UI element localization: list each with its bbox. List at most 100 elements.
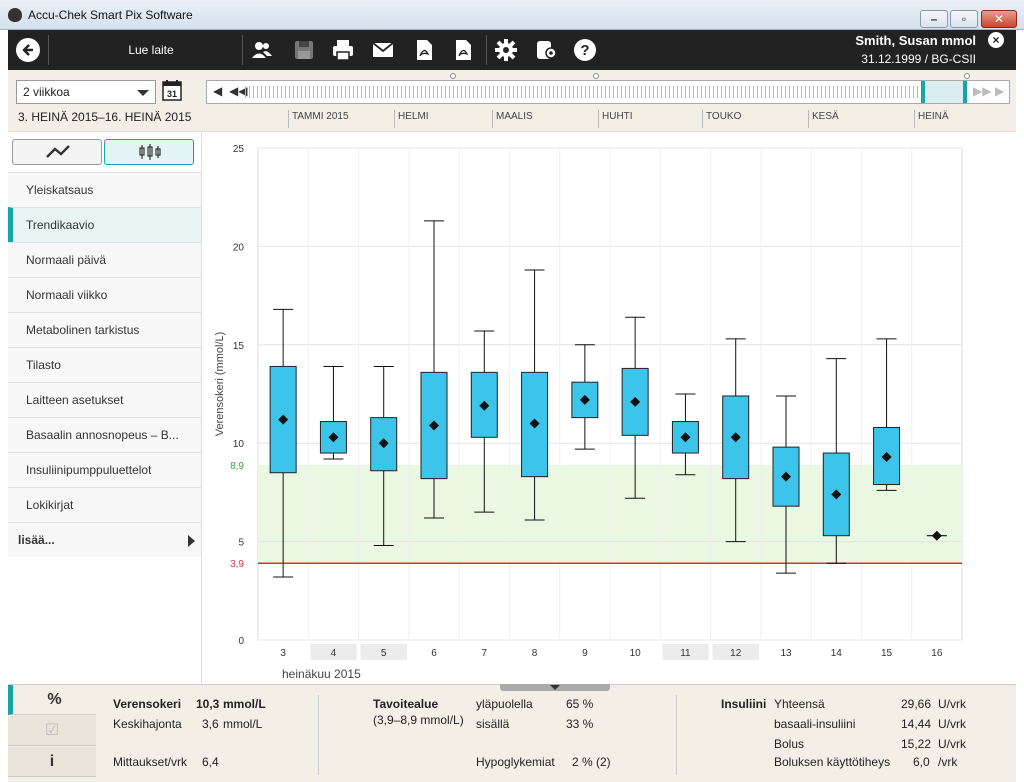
window-close-button[interactable]: ✕ (981, 10, 1017, 28)
line-chart-icon (46, 145, 70, 158)
nav-item[interactable]: Basaalin annosnopeus – B... (8, 417, 201, 452)
target-range: (3,9–8,9 mmol/L) (373, 713, 464, 727)
sd-value: 3,6 (202, 717, 219, 731)
timeline-scrubber[interactable]: ◀ ◀◀ ▶▶ ▶ (206, 73, 1010, 104)
median-marker (378, 438, 389, 449)
maximize-button[interactable]: ▫ (950, 10, 978, 28)
x-tick-label: 5 (381, 648, 387, 659)
x-axis-label: heinäkuu 2015 (282, 667, 361, 681)
tab-percent[interactable]: % (8, 685, 96, 715)
nav-item[interactable]: Normaali viikko (8, 277, 201, 312)
date-selection-bar: 2 viikkoa 31 3. HEINÄ 2015–16. HEINÄ 201… (8, 70, 1016, 132)
nav-item[interactable]: Tilasto (8, 347, 201, 382)
timeline-marker-icon (450, 73, 456, 79)
box-iqr (822, 452, 850, 537)
nav-more-label: lisää... (18, 533, 55, 547)
timeline-selection-handle[interactable] (921, 81, 967, 103)
total-label: Yhteensä (774, 697, 825, 711)
tests-value: 6,4 (202, 755, 219, 769)
bolus-label: Bolus (774, 737, 805, 751)
timeline-month-label: TOUKO (702, 110, 741, 128)
back-icon[interactable] (16, 38, 40, 62)
email-icon[interactable] (371, 38, 395, 62)
x-tick-label: 4 (331, 648, 337, 659)
read-device-button[interactable]: Lue laite (128, 43, 174, 57)
timeline-back-icon[interactable]: ◀◀ (229, 84, 248, 98)
calendar-day: 31 (167, 89, 177, 99)
x-tick-label: 14 (831, 648, 843, 659)
basal-value: 14,44 (901, 717, 932, 731)
boxplot-view-button[interactable] (104, 139, 194, 165)
nav-item[interactable]: Yleiskatsaus (8, 172, 201, 207)
x-tick-label: 6 (431, 648, 437, 659)
x-tick-label: 12 (730, 648, 742, 659)
toolbar-divider (48, 35, 49, 65)
bolus-freq-label: Boluksen käyttötiheys (774, 755, 891, 769)
calendar-icon[interactable]: 31 (162, 79, 182, 101)
view-toggle (12, 139, 194, 165)
nav-more[interactable]: lisää... (8, 522, 201, 557)
timeline-start-icon[interactable]: ◀ (213, 84, 223, 98)
x-tick-highlight (360, 644, 407, 660)
period-select[interactable]: 2 viikkoa (16, 80, 156, 104)
median-marker (680, 432, 691, 443)
timeline-month-label: HELMI (394, 110, 429, 128)
sd-label: Keskihajonta (113, 717, 182, 731)
chevron-down-icon (137, 90, 149, 96)
timeline-forward-icon[interactable]: ▶▶ (973, 84, 992, 98)
close-patient-icon[interactable]: × (988, 32, 1004, 48)
median-marker (429, 420, 439, 431)
window-titlebar: Accu-Chek Smart Pix Software – ▫ ✕ (0, 0, 1024, 30)
total-value: 29,66 (901, 697, 932, 711)
x-tick-label: 8 (532, 648, 538, 659)
bg-value: 10,3 (196, 697, 220, 711)
chevron-right-icon (188, 535, 195, 547)
box-iqr (621, 367, 649, 436)
x-tick-label: 3 (280, 648, 286, 659)
save-icon[interactable] (292, 38, 316, 62)
nav-item[interactable]: Normaali päivä (8, 242, 201, 277)
settings-icon[interactable] (494, 38, 518, 62)
median-marker (730, 432, 741, 443)
toolbar-divider (242, 35, 243, 65)
summary-panel: % ☑ i Verensokeri 10,3 mmol/L Keskihajon… (8, 684, 1016, 782)
patient-name: Smith, Susan mmol (855, 33, 976, 48)
tab-checklist[interactable]: ☑ (8, 716, 96, 746)
bolus-unit: U/vrk (938, 737, 966, 751)
box-iqr (571, 381, 599, 419)
x-tick-label: 9 (582, 648, 588, 659)
timeline-end-icon[interactable]: ▶ (995, 84, 1005, 98)
x-tick-highlight (712, 644, 759, 660)
print-icon[interactable] (331, 38, 355, 62)
tab-info[interactable]: i (8, 747, 96, 777)
patient-details: 31.12.1999 / BG-CSII (861, 52, 976, 66)
pdf-export-icon[interactable] (412, 38, 436, 62)
x-tick-label: 7 (482, 648, 488, 659)
nav-item[interactable]: Lokikirjat (8, 487, 201, 522)
app-logo-icon (8, 8, 22, 22)
nav-item[interactable]: Insuliinipumppuluettelot (8, 452, 201, 487)
minimize-button[interactable]: – (920, 10, 948, 28)
tests-label: Mittaukset/vrk (113, 755, 188, 769)
patients-icon[interactable] (250, 38, 274, 62)
target-high-label: 8,9 (230, 461, 244, 472)
toolbar-divider (486, 35, 487, 65)
sd-unit: mmol/L (223, 717, 263, 731)
nav-item[interactable]: Metabolinen tarkistus (8, 312, 201, 347)
window-title: Accu-Chek Smart Pix Software (28, 8, 193, 22)
collapse-panel-handle[interactable] (500, 684, 610, 691)
help-icon[interactable]: ? (573, 38, 597, 62)
timeline-ticks (245, 86, 923, 98)
nav-item[interactable]: Trendikaavio (8, 207, 201, 242)
x-tick-label: 16 (931, 648, 943, 659)
line-view-button[interactable] (12, 139, 102, 165)
pdf-icon[interactable] (451, 38, 475, 62)
timeline-month-label: HEINÄ (914, 110, 949, 128)
median-marker (881, 451, 892, 462)
device-settings-icon[interactable] (534, 38, 558, 62)
within-value: 33 % (566, 717, 594, 731)
target-label: Tavoitealue (373, 697, 439, 711)
summary-tabs: % ☑ i (8, 685, 96, 782)
svg-text:?: ? (580, 42, 589, 59)
nav-item[interactable]: Laitteen asetukset (8, 382, 201, 417)
